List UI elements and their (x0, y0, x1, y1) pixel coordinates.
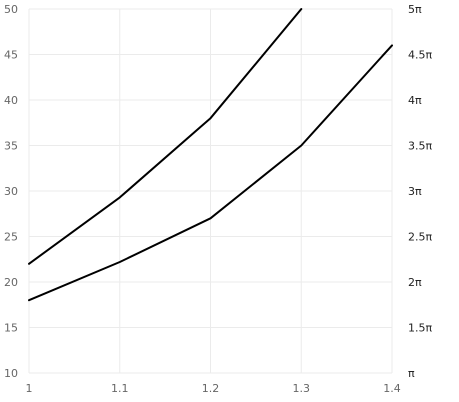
x-tick-label: 1.2 (202, 382, 220, 395)
y-tick-label: 45 (4, 49, 18, 62)
x-tick-label: 1.3 (293, 382, 311, 395)
y2-tick-label: 5π (408, 3, 422, 16)
y-tick-label: 10 (4, 367, 18, 380)
y2-tick-label: 2π (408, 276, 422, 289)
y2-tick-label: 3.5π (408, 140, 432, 153)
x-axis-tick-labels: 1 1.1 1.2 1.3 1.4 (26, 382, 401, 395)
x-tick-label: 1.4 (383, 382, 401, 395)
left-axis-tick-labels: 10 15 20 25 30 35 40 45 50 (4, 3, 18, 380)
y2-tick-label: π (408, 367, 415, 380)
y2-tick-label: 4.5π (408, 49, 432, 62)
series-layer (28, 8, 393, 302)
y-tick-label: 40 (4, 94, 18, 107)
y2-tick-label: 1.5π (408, 322, 432, 335)
y-tick-label: 15 (4, 322, 18, 335)
y2-tick-label: 2.5π (408, 231, 432, 244)
x-tick-label: 1 (26, 382, 33, 395)
y-gridlines (29, 8, 392, 374)
y-tick-label: 25 (4, 231, 18, 244)
y-tick-label: 30 (4, 185, 18, 198)
y-tick-label: 50 (4, 3, 18, 16)
series-line-2 (28, 44, 393, 302)
series-line-1 (28, 8, 303, 265)
y-tick-label: 20 (4, 276, 18, 289)
y2-tick-label: 4π (408, 94, 422, 107)
y-tick-label: 35 (4, 140, 18, 153)
right-axis-tick-labels: π 1.5π 2π 2.5π 3π 3.5π 4π 4.5π 5π (408, 3, 432, 380)
y2-tick-label: 3π (408, 185, 422, 198)
x-tick-label: 1.1 (111, 382, 129, 395)
